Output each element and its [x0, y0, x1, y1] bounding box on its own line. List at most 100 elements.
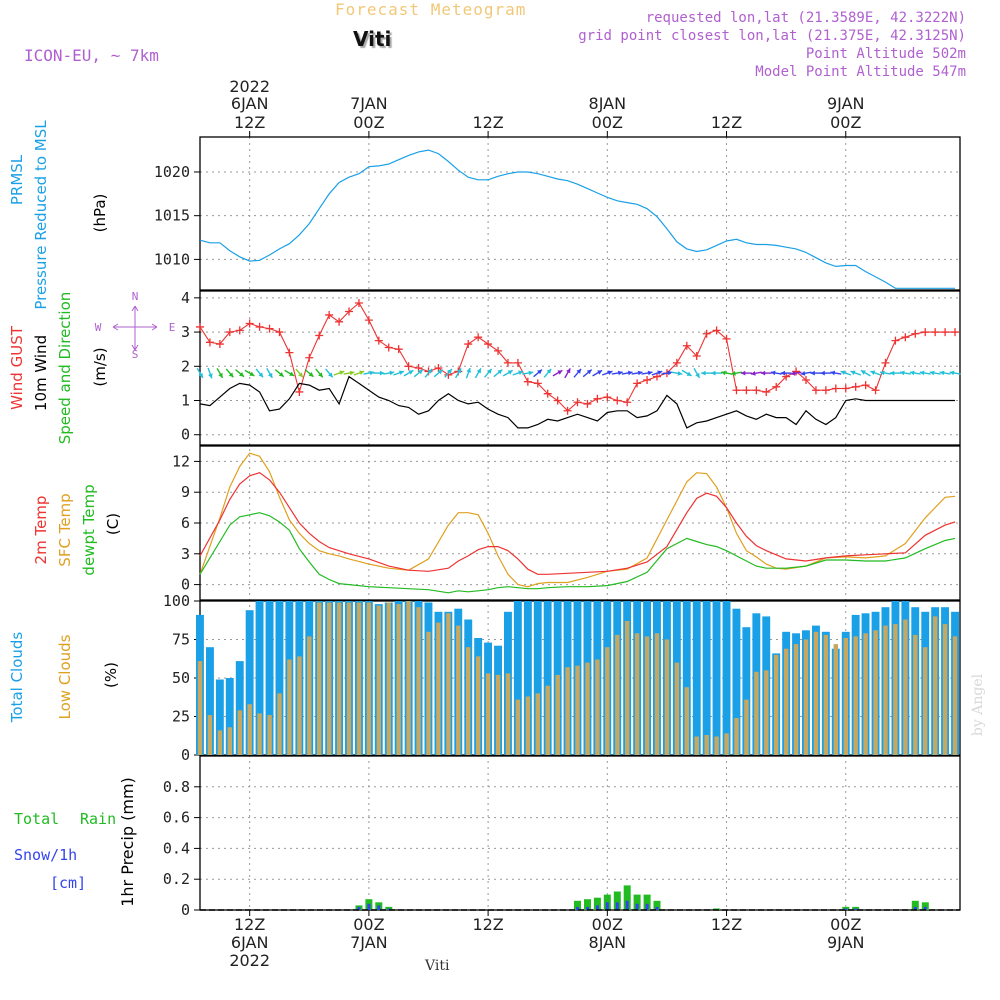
low-cloud-bar: [237, 710, 242, 755]
wind-arrowhead: [840, 370, 846, 375]
y-tick-label: 1015: [154, 207, 190, 225]
wind-arrowhead: [379, 370, 385, 376]
y-tick-label: 50: [172, 669, 190, 687]
low-cloud-bar: [873, 630, 878, 755]
wind-arrowhead: [437, 369, 443, 375]
low-cloud-bar: [615, 634, 620, 755]
gust-marker: [583, 399, 592, 408]
gust-marker: [285, 348, 294, 357]
gust-marker: [841, 384, 850, 393]
low-cloud-bar: [734, 718, 739, 755]
wind-arrowhead: [308, 372, 314, 377]
point-altitude: Point Altitude 502m: [805, 46, 966, 62]
y-tick-label: 4: [181, 289, 190, 307]
wind-arrowhead: [929, 370, 935, 376]
gust-marker: [523, 377, 532, 386]
wind-arrowhead: [298, 372, 303, 378]
bottom-axis-date-label: 7JAN: [350, 933, 388, 952]
wind-arrowhead: [711, 370, 716, 376]
gust-marker: [861, 381, 870, 390]
wind-arrowhead: [456, 368, 462, 374]
wind-gust-label: Wind GUST: [8, 325, 26, 410]
temp-frame: [199, 445, 961, 601]
low-cloud-bar: [595, 659, 600, 755]
gust-marker: [553, 396, 562, 405]
wind-arrowhead: [870, 370, 876, 375]
low-cloud-bar: [327, 602, 332, 755]
rain-bar: [633, 894, 641, 910]
y-tick-label: 75: [172, 631, 190, 649]
wind-arrowhead: [268, 372, 273, 378]
gust-marker: [712, 326, 721, 335]
compass-w: W: [95, 321, 102, 334]
gust-marker: [802, 375, 811, 384]
low-cloud-bar: [476, 656, 481, 755]
y-tick-label: 6: [181, 514, 190, 532]
low-cloud-bar: [545, 685, 550, 755]
rain-bar: [653, 900, 661, 910]
model-label: ICON-EU, ~ 7km: [24, 46, 159, 65]
gust-marker: [762, 387, 771, 396]
precip-total-label: Total: [14, 810, 59, 828]
total-cloud-bar: [523, 601, 532, 755]
low-cloud-bar: [694, 736, 699, 755]
gust-marker: [821, 386, 830, 395]
low-cloud-bar: [386, 602, 391, 755]
gust-marker: [682, 341, 691, 350]
gust-marker: [811, 386, 820, 395]
gust-marker: [633, 379, 642, 388]
wind-direction-label: Speed and Direction: [56, 292, 74, 445]
total-cloud-bar: [543, 601, 552, 755]
y-tick-label: 0.4: [163, 839, 190, 857]
low-cloud-bar: [644, 636, 650, 755]
low-cloud-bar: [525, 696, 531, 755]
low-cloud-bar: [952, 636, 958, 755]
low-cloud-bar: [336, 602, 342, 755]
gust-marker: [702, 329, 711, 338]
gust-marker: [255, 322, 264, 331]
low-cloud-bar: [704, 735, 709, 755]
total-cloud-bar: [732, 608, 741, 755]
y-tick-label: 0.6: [163, 809, 190, 827]
low-cloud-bar: [267, 715, 272, 755]
total-cloud-bar: [513, 601, 522, 755]
total-cloud-bar: [722, 601, 731, 755]
gust-marker: [623, 398, 632, 407]
temp-sfc-label: SFC Temp: [56, 493, 74, 566]
gust-marker: [196, 322, 204, 331]
gust-marker: [513, 358, 522, 367]
gust-marker: [205, 338, 214, 347]
wind-arrowhead: [860, 370, 866, 375]
total-cloud-bar: [275, 601, 284, 755]
rain-bar: [385, 906, 393, 910]
wind-arrowhead: [850, 370, 856, 375]
bottom-axis-hour-label: 12Z: [234, 915, 265, 934]
wind-arrowhead: [417, 369, 423, 375]
wind-arrowhead: [810, 370, 815, 376]
gust-marker: [533, 379, 542, 388]
wind-arrowhead: [447, 368, 452, 374]
low-cloud-bar: [515, 699, 521, 755]
temp-dewpt-label: dewpt Temp: [80, 484, 98, 575]
gust-marker: [692, 352, 701, 361]
snow-bar: [923, 906, 927, 910]
wind-arrowhead: [249, 371, 255, 376]
closest-grid-point: grid point closest lon,lat (21.375E, 42.…: [578, 28, 966, 44]
gust-marker: [772, 382, 781, 391]
compass-e: E: [169, 321, 176, 334]
y-tick-label: 0: [181, 576, 190, 594]
chart-title: Forecast Meteogram: [335, 0, 527, 19]
snow-bar: [645, 903, 649, 910]
pressure-panel: 1010 1015 1020: [154, 136, 961, 291]
gust-marker: [543, 389, 552, 398]
wind-arrowhead: [278, 372, 284, 377]
y-tick-label: 3: [181, 323, 190, 341]
pressure-line: [199, 149, 955, 289]
top-axis-hour-label: 12Z: [472, 113, 503, 132]
y-tick-label: 0: [181, 426, 190, 444]
wind-arrowhead: [566, 368, 571, 374]
low-cloud-bar: [456, 625, 461, 755]
precip-bars: [200, 885, 960, 911]
compass-s: S: [132, 348, 139, 361]
